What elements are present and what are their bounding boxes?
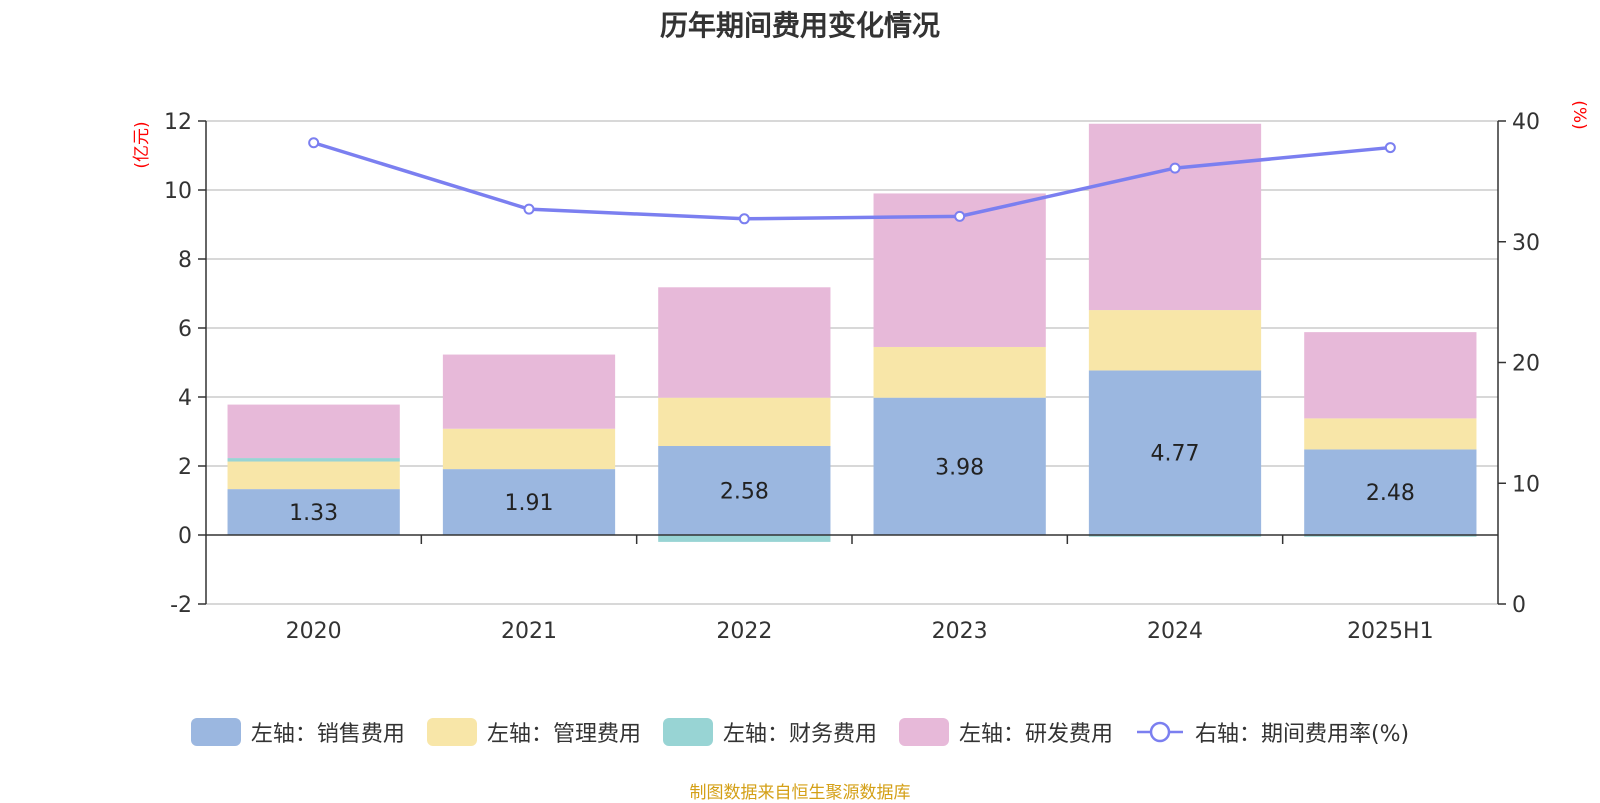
source-note: 制图数据来自恒生聚源数据库 — [689, 783, 911, 803]
bar-segment — [873, 346, 1046, 398]
legend-label: 左轴：销售费用 — [250, 722, 405, 747]
legend-swatch — [190, 718, 241, 746]
left-axis-tick-label: 12 — [164, 110, 192, 135]
bar-segment — [227, 404, 400, 459]
bar-segment — [658, 397, 831, 446]
legend-item[interactable]: 右轴：期间费用率(%) — [1135, 716, 1409, 748]
legend-item[interactable]: 左轴：管理费用 — [426, 716, 641, 748]
chart-title: 历年期间费用变化情况 — [659, 9, 940, 42]
bar-value-label: 4.77 — [1151, 442, 1200, 467]
bar-segment — [1304, 535, 1477, 537]
bar-value-label: 2.58 — [720, 479, 769, 504]
category-label: 2024 — [1147, 619, 1203, 644]
category-label: 2022 — [716, 619, 772, 644]
bar-segment — [873, 397, 1046, 535]
left-axis-tick-label: 6 — [178, 317, 192, 342]
bar-segment — [442, 428, 616, 470]
bar-segment — [227, 458, 400, 462]
bar-segment — [658, 445, 831, 535]
right-axis-unit: (%) — [1569, 100, 1589, 129]
legend-label: 右轴：期间费用率(%) — [1194, 722, 1410, 747]
legend-swatch — [662, 718, 713, 746]
legend-label: 左轴：管理费用 — [486, 722, 641, 747]
bar-segment — [1304, 332, 1477, 419]
bar-segment — [658, 287, 831, 398]
bar-segment — [442, 354, 616, 429]
right-axis-tick-label: 0 — [1512, 593, 1526, 618]
legend: 左轴：销售费用 左轴：管理费用 左轴：财务费用 左轴：研发费用 右轴：期间费用率(%) — [0, 716, 1600, 748]
right-axis-tick-label: 20 — [1512, 352, 1540, 377]
legend-line-marker-icon — [1136, 721, 1183, 743]
bar-segment — [227, 489, 400, 535]
grid-lines — [206, 120, 1498, 605]
bar-value-label: 1.91 — [505, 491, 554, 516]
bar-segment — [1088, 123, 1262, 311]
left-axis-unit: (亿元) — [132, 121, 152, 168]
bar-segment — [1088, 535, 1262, 537]
category-label: 2023 — [932, 619, 988, 644]
category-label: 2025H1 — [1347, 619, 1434, 644]
right-axis-tick-label: 40 — [1512, 110, 1540, 135]
rate-line-path — [313, 141, 1391, 221]
left-axis-tick-label: 0 — [178, 524, 192, 549]
rate-point — [1384, 142, 1396, 154]
left-axis-tick-label: 2 — [178, 455, 192, 480]
bar-marks — [227, 123, 1477, 542]
bar-segment — [1304, 418, 1477, 450]
rate-point — [1169, 162, 1181, 174]
bar-segment — [442, 469, 616, 535]
left-axis-tick-label: 4 — [178, 386, 192, 411]
axes: -2 0 2 4 6 8 10 12 0 10 20 30 40 2020 2021 2022 2023 2024… — [164, 110, 1540, 644]
legend-item[interactable]: 左轴：财务费用 — [662, 716, 877, 748]
legend-label: 左轴：研发费用 — [958, 722, 1113, 747]
legend-label: 左轴：财务费用 — [722, 722, 877, 747]
bar-value-label: 1.33 — [289, 501, 338, 526]
bar-segment — [1088, 310, 1262, 371]
bar-segment — [1088, 370, 1262, 535]
data-labels: 1.33 1.91 2.58 3.98 4.77 2.48 — [289, 442, 1415, 526]
legend-item[interactable]: 左轴：研发费用 — [898, 716, 1113, 748]
bar-value-label: 2.48 — [1366, 481, 1415, 506]
category-label: 2020 — [286, 619, 342, 644]
right-axis-tick-label: 10 — [1512, 472, 1540, 497]
bar-segment — [227, 461, 400, 490]
legend-swatch — [426, 718, 477, 746]
rate-point — [738, 213, 750, 225]
left-axis-tick-label: 10 — [164, 179, 192, 204]
legend-swatch — [898, 718, 949, 746]
bar-segment — [1304, 449, 1477, 535]
bar-segment — [658, 535, 831, 542]
rate-line — [308, 137, 1396, 225]
rate-point — [523, 203, 535, 215]
right-axis-tick-label: 30 — [1512, 231, 1540, 256]
left-axis-tick-label: 8 — [178, 248, 192, 273]
left-axis-tick-label: -2 — [170, 593, 192, 618]
rate-point — [954, 210, 966, 222]
bar-value-label: 3.98 — [935, 455, 984, 480]
legend-item[interactable]: 左轴：销售费用 — [190, 716, 405, 748]
rate-point — [308, 137, 320, 149]
category-label: 2021 — [501, 619, 557, 644]
